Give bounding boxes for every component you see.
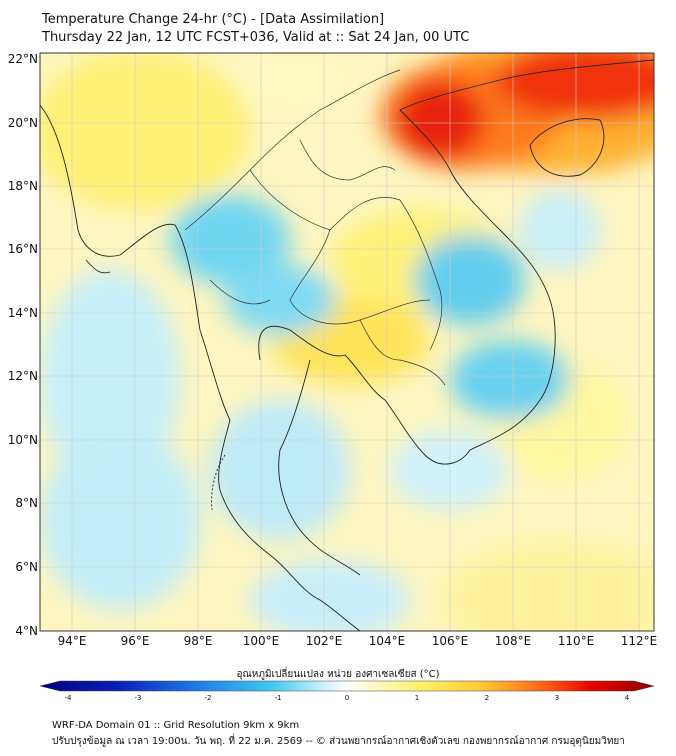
lon-tick-label: 102°E	[306, 634, 343, 648]
lat-tick-label: 10°N	[8, 433, 38, 447]
lon-tick-label: 108°E	[495, 634, 532, 648]
lat-tick-label: 12°N	[8, 369, 38, 383]
lat-tick-label: 18°N	[8, 179, 38, 193]
lat-tick-label: 16°N	[8, 242, 38, 256]
lon-tick-label: 112°E	[621, 634, 658, 648]
lat-tick-label: 8°N	[15, 496, 38, 510]
colorbar-tick-label: 0	[345, 694, 349, 702]
colorbar-ticks: -4 -3 -2 -1 0 1 2 3 4	[65, 694, 630, 702]
map-subtitle: Thursday 22 Jan, 12 UTC FCST+036, Valid …	[42, 30, 470, 45]
colorbar-tick-label: -4	[65, 694, 73, 702]
lon-tick-label: 96°E	[121, 634, 150, 648]
colorbar-tick-label: 3	[555, 694, 559, 702]
coastline	[40, 59, 654, 631]
lon-tick-label: 100°E	[243, 634, 280, 648]
lon-tick-label: 110°E	[558, 634, 595, 648]
colorbar-tick-label: 4	[625, 694, 630, 702]
lat-tick-label: 20°N	[8, 116, 38, 130]
lat-tick-label: 4°N	[15, 624, 38, 638]
lon-tick-label: 106°E	[432, 634, 469, 648]
lon-tick-label: 104°E	[369, 634, 406, 648]
colorbar-bar	[39, 680, 655, 692]
temperature-field	[40, 53, 654, 631]
plot-frame	[39, 52, 655, 632]
colorbar-tick-label: -3	[135, 694, 142, 702]
lat-tick-label: 22°N	[8, 52, 38, 66]
lon-tick-label: 98°E	[184, 634, 213, 648]
colorbar-label: อุณหภูมิเปลี่ยนแปลง หน่วย องศาเซลเซียส (…	[236, 669, 440, 680]
colorbar: -4 -3 -2 -1 0 1 2 3 4	[39, 680, 655, 702]
colorbar-tick-label: -2	[205, 694, 212, 702]
colorbar-tick-label: 1	[415, 694, 419, 702]
footer-resolution: WRF-DA Domain 01 :: Grid Resolution 9km …	[52, 720, 300, 731]
longitude-ticks: 94°E 96°E 98°E 100°E 102°E 104°E 106°E 1…	[58, 634, 658, 648]
colorbar-tick-label: 2	[485, 694, 489, 702]
lat-tick-label: 14°N	[8, 306, 38, 320]
graticule	[40, 53, 654, 631]
lon-tick-label: 94°E	[58, 634, 87, 648]
colorbar-tick-label: -1	[275, 694, 282, 702]
latitude-ticks: 22°N 20°N 18°N 16°N 14°N 12°N 10°N 8°N 6…	[8, 52, 38, 638]
lat-tick-label: 6°N	[15, 560, 38, 574]
map-title: Temperature Change 24-hr (°C) - [Data As…	[42, 12, 385, 27]
country-borders	[184, 69, 446, 386]
footer-credit: ปรับปรุงข้อมูล ณ เวลา 19:00น. วัน พฤ. ที…	[52, 736, 625, 747]
